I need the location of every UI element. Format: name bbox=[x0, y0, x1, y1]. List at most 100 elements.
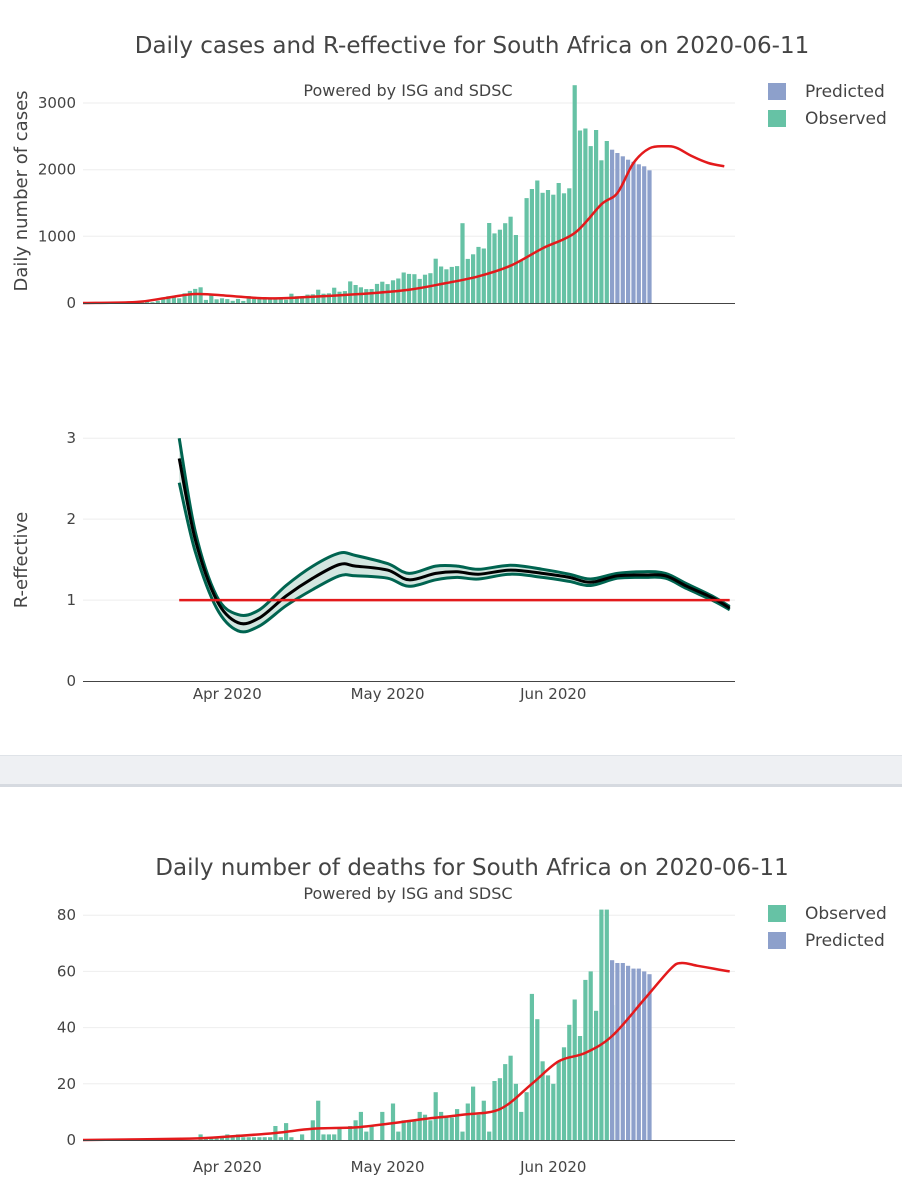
legend-swatch-predicted bbox=[768, 83, 786, 100]
cases-observed-bar bbox=[273, 297, 278, 303]
deaths-observed-bar bbox=[337, 1128, 342, 1140]
deaths-observed-bar bbox=[380, 1111, 385, 1140]
reff-upper-bound-line bbox=[177, 437, 731, 617]
cases-predicted-bar bbox=[636, 164, 641, 303]
legend-item-predicted[interactable]: Predicted bbox=[768, 931, 885, 951]
cases-observed-bar bbox=[300, 297, 305, 303]
deaths-observed-bar bbox=[262, 1137, 267, 1140]
deaths-observed-bar bbox=[348, 1126, 353, 1140]
deaths-observed-bar bbox=[529, 993, 534, 1140]
cases-observed-bar bbox=[305, 294, 310, 303]
cases-observed-bar bbox=[161, 299, 166, 303]
deaths-observed-bar bbox=[540, 1061, 545, 1140]
deaths-ytick-label: 0 bbox=[66, 1131, 76, 1149]
cases-observed-bar bbox=[182, 293, 187, 303]
deaths-observed-bar bbox=[449, 1117, 454, 1140]
deaths-legend: Observed Predicted bbox=[768, 904, 887, 951]
reff-xtick-label: Jun 2020 bbox=[519, 685, 586, 703]
deaths-observed-bar bbox=[577, 1036, 583, 1140]
cases-ytick-label: 1000 bbox=[38, 227, 76, 245]
deaths-observed-bar bbox=[487, 1131, 492, 1140]
cases-predicted-bar bbox=[631, 161, 636, 303]
cases-observed-bar bbox=[535, 180, 540, 303]
deaths-observed-bar bbox=[257, 1137, 262, 1140]
cases-observed-bar bbox=[519, 260, 524, 303]
deaths-observed-bar bbox=[556, 1061, 561, 1140]
cases-ytick-label: 0 bbox=[66, 294, 76, 312]
cases-observed-bar bbox=[444, 269, 449, 303]
cases-observed-bar bbox=[503, 223, 508, 303]
cases-bars bbox=[96, 85, 652, 303]
cases-observed-bar bbox=[572, 85, 577, 303]
cases-observed-bar bbox=[492, 233, 497, 303]
cases-observed-bar bbox=[465, 258, 470, 303]
deaths-predicted-bar bbox=[631, 968, 636, 1140]
cases-observed-bar bbox=[294, 296, 299, 303]
cases-observed-bar bbox=[497, 229, 502, 303]
deaths-observed-bar bbox=[316, 1100, 321, 1140]
reff-ytick-label: 1 bbox=[66, 591, 76, 609]
deaths-observed-bar bbox=[551, 1083, 556, 1140]
cases-predicted-bar bbox=[615, 153, 620, 303]
deaths-observed-bar bbox=[433, 1092, 438, 1140]
deaths-observed-bar bbox=[444, 1117, 449, 1140]
deaths-observed-bar bbox=[219, 1137, 225, 1140]
deaths-observed-bar bbox=[561, 1047, 567, 1140]
deaths-observed-bar bbox=[583, 979, 588, 1140]
reff-ytick-label: 2 bbox=[66, 510, 76, 528]
deaths-observed-bar bbox=[524, 1092, 529, 1140]
deaths-ytick-label: 20 bbox=[57, 1075, 76, 1093]
deaths-observed-bar bbox=[401, 1120, 406, 1140]
deaths-observed-bar bbox=[241, 1137, 246, 1140]
deaths-observed-bar bbox=[572, 999, 577, 1140]
deaths-observed-bar bbox=[428, 1120, 433, 1140]
deaths-observed-bar bbox=[594, 1010, 599, 1140]
legend-swatch-observed bbox=[768, 110, 786, 127]
cases-chart-subtitle: Powered by ISG and SDSC bbox=[303, 81, 512, 100]
deaths-predicted-bar bbox=[626, 965, 631, 1140]
cases-observed-bar bbox=[583, 128, 588, 303]
cases-observed-bar bbox=[369, 289, 374, 303]
deaths-observed-bar bbox=[508, 1055, 513, 1140]
cases-predicted-bar bbox=[620, 156, 625, 303]
cases-observed-bar bbox=[433, 258, 438, 303]
deaths-xtick-label: Apr 2020 bbox=[193, 1158, 262, 1176]
deaths-ytick-label: 40 bbox=[57, 1019, 76, 1037]
legend-item-predicted[interactable]: Predicted bbox=[768, 82, 885, 102]
deaths-observed-bar bbox=[588, 971, 593, 1140]
cases-observed-bar bbox=[460, 223, 465, 303]
cases-legend: Predicted Observed bbox=[768, 82, 887, 129]
cases-observed-bar bbox=[219, 298, 225, 303]
cases-observed-bar bbox=[422, 274, 428, 303]
cases-y-axis-title: Daily number of cases bbox=[11, 90, 32, 291]
deaths-ytick-labels: 0 20 40 60 80 bbox=[57, 906, 76, 1149]
reff-lower-bound-line bbox=[177, 482, 731, 634]
cases-observed-bar bbox=[225, 299, 230, 303]
cases-observed-bar bbox=[561, 193, 567, 303]
reff-ytick-label: 0 bbox=[66, 672, 76, 690]
cases-observed-bar bbox=[348, 281, 353, 303]
cases-chart-title: Daily cases and R-effective for South Af… bbox=[135, 33, 810, 59]
legend-item-observed[interactable]: Observed bbox=[768, 904, 887, 924]
reff-xtick-labels: Apr 2020 May 2020 Jun 2020 bbox=[193, 685, 587, 703]
cases-observed-bar bbox=[594, 130, 599, 303]
cases-predicted-bar bbox=[610, 149, 615, 303]
deaths-observed-bar bbox=[417, 1111, 422, 1140]
cases-observed-bar bbox=[455, 266, 460, 303]
cases-observed-bar bbox=[577, 130, 583, 303]
cases-observed-bar bbox=[235, 298, 241, 303]
deaths-xtick-label: May 2020 bbox=[351, 1158, 425, 1176]
reff-estimate-line bbox=[177, 458, 731, 626]
cases-observed-bar bbox=[326, 293, 331, 303]
deaths-observed-bar bbox=[503, 1064, 508, 1140]
reff-xtick-label: May 2020 bbox=[351, 685, 425, 703]
cases-observed-bar bbox=[337, 291, 342, 303]
deaths-predicted-bar bbox=[636, 968, 641, 1140]
deaths-observed-bar bbox=[369, 1126, 374, 1140]
cases-observed-bar bbox=[342, 291, 347, 303]
deaths-predicted-bar bbox=[620, 963, 625, 1140]
legend-item-observed[interactable]: Observed bbox=[768, 109, 887, 129]
deaths-chart-title: Daily number of deaths for South Africa … bbox=[155, 855, 788, 881]
deaths-observed-bar bbox=[599, 909, 604, 1140]
deaths-observed-bar bbox=[251, 1137, 257, 1140]
